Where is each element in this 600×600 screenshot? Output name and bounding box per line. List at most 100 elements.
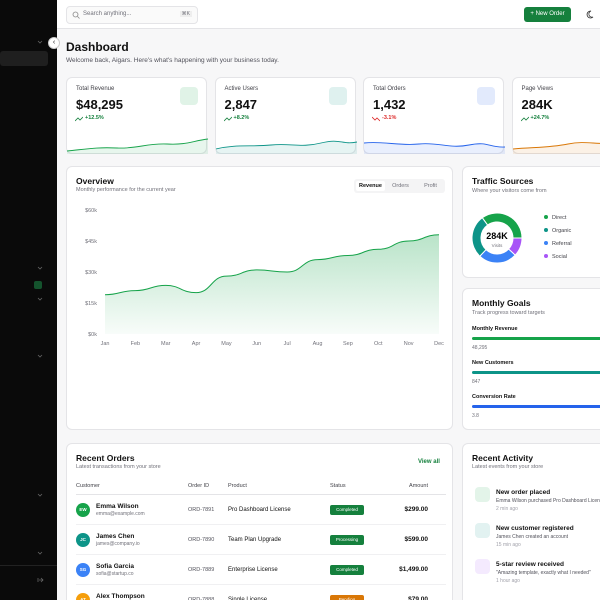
shortcut: ⌘K — [179, 11, 192, 17]
column-header: Product — [228, 483, 247, 489]
x-tick-label: Jan — [101, 341, 110, 347]
collapse-button[interactable]: ‹ — [48, 37, 60, 49]
y-tick-label: $60k — [85, 208, 97, 214]
stat-icon — [477, 87, 495, 105]
customer-email: sofia@startup.co — [96, 571, 134, 577]
new-order-button[interactable]: + New Order — [524, 7, 571, 22]
overview-chart: $0k $15k $30k $45k $60k Jan Feb Mar Apr May Jun Jul… — [85, 208, 444, 347]
x-tick-label: Oct — [374, 341, 383, 347]
customer-name: Sofia Garcia — [96, 563, 134, 570]
tab[interactable]: Profit — [424, 183, 437, 189]
legend-label: Organic — [552, 228, 572, 234]
avatar: EW — [76, 503, 90, 517]
column-header: Amount — [409, 483, 428, 489]
order-id: ORD-7890 — [188, 537, 215, 543]
goal-label: Monthly Revenue — [472, 326, 518, 332]
customer-email: emma@example.com — [96, 511, 145, 517]
stat-card: Total Orders 1,432 -3.1% — [363, 77, 505, 154]
legend-dot — [544, 215, 548, 219]
legend-label: Direct — [552, 215, 567, 221]
goals-card: Monthly Goals Track progress toward targe… — [462, 288, 600, 430]
tab[interactable]: Orders — [392, 183, 409, 189]
stat-change: -3.1% — [382, 115, 397, 121]
sparkline-area — [215, 141, 357, 154]
row-divider — [76, 554, 446, 555]
stat-change: +8.2% — [233, 115, 250, 121]
tab[interactable]: Revenue — [356, 181, 385, 191]
trend-arrow — [223, 116, 232, 122]
amount: $299.00 — [404, 506, 429, 513]
card-subtitle: Latest events from your store — [472, 464, 544, 470]
card-subtitle: Where your visitors come from — [472, 188, 547, 194]
sidebar-divider — [0, 565, 57, 566]
y-tick-label: $30k — [85, 270, 97, 276]
activity-icon — [475, 523, 490, 538]
activity-time: 15 min ago — [496, 542, 521, 548]
x-tick-label: Nov — [404, 341, 414, 347]
trend-arrow — [372, 116, 380, 122]
tab-group: Revenue Orders Profit — [354, 179, 445, 193]
stat-icon — [180, 87, 198, 105]
avatar: SG — [76, 563, 90, 577]
card-title: Recent Activity — [472, 453, 534, 463]
stat-card: Active Users 2,847 +8.2% — [214, 77, 357, 154]
status-badge: Pending — [330, 595, 364, 600]
customer-email: james@company.io — [96, 541, 140, 547]
activity-title: New customer registered — [496, 525, 574, 532]
status-badge: Completed — [330, 505, 364, 515]
activity-icon — [475, 487, 490, 502]
activity-icon — [475, 559, 490, 574]
sparkline — [67, 138, 208, 154]
avatar: AT — [76, 593, 90, 600]
search-box[interactable]: Search anything... ⌘K — [66, 6, 198, 24]
trend-arrow-path — [372, 116, 380, 122]
nav-item-active[interactable] — [0, 51, 48, 66]
search-icon — [72, 11, 80, 19]
x-tick-label: Sep — [343, 341, 353, 347]
donut-center-value: 284K — [486, 231, 508, 241]
trend-arrow — [75, 116, 83, 122]
status-badge: Processing — [330, 535, 364, 545]
theme-toggle[interactable] — [585, 10, 594, 19]
x-tick-label: Apr — [192, 341, 201, 347]
card-title: Monthly Goals — [472, 298, 531, 308]
orders-card: Recent Orders Latest transactions from yo… — [66, 443, 453, 600]
card-title: Overview — [76, 176, 114, 186]
traffic-chart: Direct Organic Referral Social 284K Visits — [471, 212, 572, 264]
stat-value: 1,432 — [373, 97, 406, 112]
x-tick-label: Feb — [131, 341, 140, 347]
activity-detail: "Amazing template, exactly what I needed… — [496, 570, 591, 576]
header-divider — [76, 494, 446, 495]
search-placeholder: Search anything... — [83, 11, 132, 17]
area-fill — [105, 234, 439, 334]
goal-label: Conversion Rate — [472, 394, 516, 400]
goal-label: New Customers — [472, 360, 514, 366]
y-tick-label: $45k — [85, 239, 97, 245]
goal-bar — [472, 405, 600, 408]
customer-name: Alex Thompson — [96, 593, 145, 600]
sidebar — [0, 0, 57, 600]
page-subtitle: Welcome back, Aigars. Here's what's happ… — [66, 57, 279, 64]
goal-value: 3.8 — [472, 413, 479, 419]
stat-icon — [328, 87, 347, 105]
column-header: Status — [330, 483, 346, 489]
view-all-link[interactable]: View all — [418, 459, 440, 465]
activity-detail: Emma Wilson purchased Pro Dashboard Lice… — [496, 498, 600, 504]
activity-time: 1 hour ago — [496, 578, 520, 584]
sparkline-line — [364, 142, 505, 148]
column-header: Customer — [76, 483, 100, 489]
sparkline — [364, 142, 505, 154]
stat-change: +24.7% — [530, 115, 550, 121]
amount: $599.00 — [404, 536, 429, 543]
goal-value: 847 — [472, 379, 481, 385]
legend-label: Referral — [552, 241, 572, 247]
activity-detail: James Chen created an account — [496, 534, 568, 540]
card-subtitle: Latest transactions from your store — [76, 464, 161, 470]
column-header: Order ID — [188, 483, 210, 489]
donut-center-label: Visits — [492, 243, 503, 248]
legend-dot — [544, 254, 548, 258]
stat-value: $48,295 — [76, 97, 123, 112]
product: Team Plan Upgrade — [228, 537, 282, 543]
product: Enterprise License — [228, 567, 278, 573]
